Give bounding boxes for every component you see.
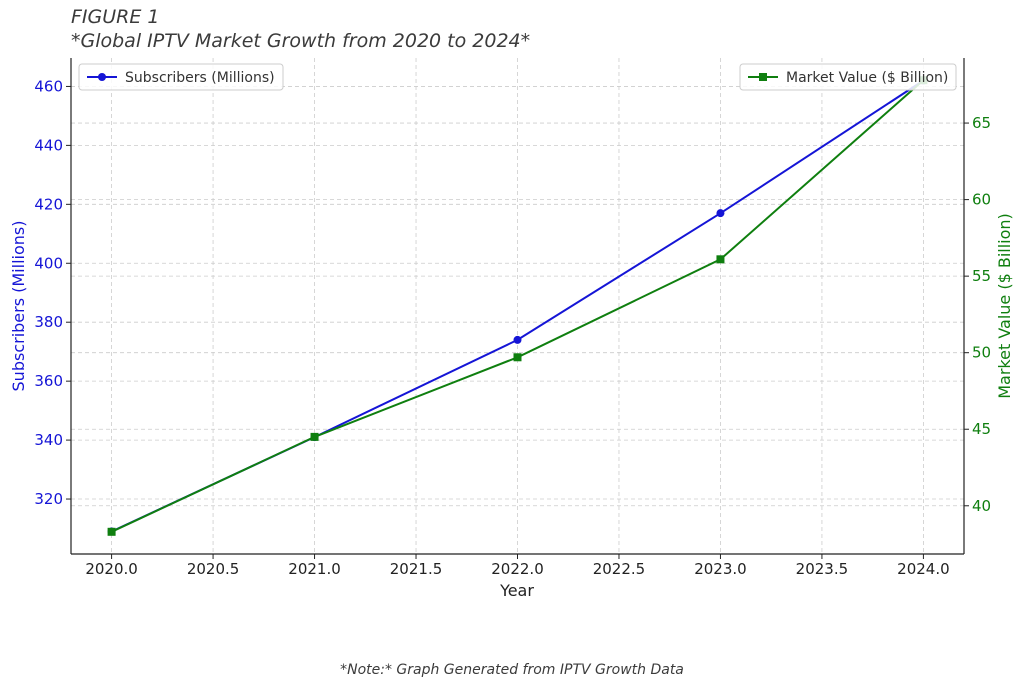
data-point [716, 209, 725, 218]
y-left-tick-label: 320 [34, 490, 63, 508]
legends: Subscribers (Millions) Market Value ($ Bi… [78, 63, 957, 91]
data-point [107, 527, 116, 536]
y-left-tick-label: 400 [34, 254, 63, 272]
y-right-tick-label: 65 [972, 114, 991, 132]
x-tick-label: 2023.0 [694, 560, 747, 578]
legend-swatch-marker [98, 73, 106, 81]
x-tick-label: 2022.5 [593, 560, 646, 578]
y-right-tick-label: 40 [972, 497, 991, 515]
legend-box [78, 63, 284, 91]
legend-label: Market Value ($ Billion) [786, 70, 948, 86]
y-left-tick-label: 460 [34, 77, 63, 95]
y-right-axis-ticks: 40 45 50 55 60 65 [964, 114, 991, 515]
data-point [716, 255, 725, 264]
figure-note: *Note:* Graph Generated from IPTV Growth… [340, 662, 684, 678]
legend-label: Subscribers (Millions) [125, 70, 275, 86]
y-right-axis-label: Market Value ($ Billion) [995, 213, 1014, 399]
x-tick-label: 2023.5 [796, 560, 849, 578]
x-tick-label: 2021.5 [390, 560, 443, 578]
grid-lines [71, 58, 964, 554]
y-left-tick-label: 340 [34, 431, 63, 449]
x-tick-label: 2024.0 [897, 560, 950, 578]
x-axis-ticks: 2020.0 2020.5 2021.0 2021.5 2022.0 2022.5 2023… [85, 554, 950, 578]
legend-box [739, 63, 957, 91]
x-tick-label: 2021.0 [288, 560, 341, 578]
figure-title: *Global IPTV Market Growth from 2020 to … [71, 30, 531, 52]
y-right-tick-label: 60 [972, 191, 991, 209]
legend-market-value: Market Value ($ Billion) [739, 63, 957, 91]
data-point [513, 353, 522, 362]
iptv-growth-chart: 2020.0 2020.5 2021.0 2021.5 2022.0 2022.5 2023… [9, 58, 1014, 600]
x-axis-label: Year [499, 581, 534, 600]
x-tick-label: 2020.0 [85, 560, 138, 578]
figure-label: FIGURE 1 [71, 6, 160, 28]
y-left-tick-label: 420 [34, 195, 63, 213]
y-right-tick-label: 45 [972, 420, 991, 438]
x-tick-label: 2022.0 [491, 560, 544, 578]
legend-swatch-marker [759, 73, 767, 81]
y-left-tick-label: 380 [34, 313, 63, 331]
y-left-tick-label: 360 [34, 372, 63, 390]
y-right-tick-label: 50 [972, 344, 991, 362]
legend-subscribers: Subscribers (Millions) [78, 63, 284, 91]
x-tick-label: 2020.5 [187, 560, 240, 578]
y-left-axis-label: Subscribers (Millions) [9, 221, 28, 392]
data-point [513, 335, 522, 344]
data-point [310, 432, 319, 441]
y-right-tick-label: 55 [972, 267, 991, 285]
y-left-axis-ticks: 320 340 360 380 400 420 440 460 [34, 77, 71, 508]
y-left-tick-label: 440 [34, 136, 63, 154]
